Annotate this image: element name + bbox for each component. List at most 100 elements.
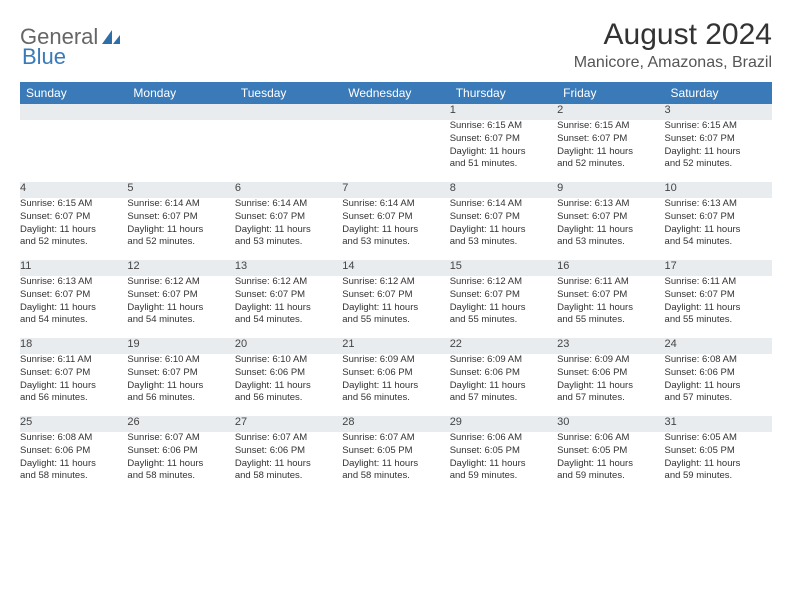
day-number-cell xyxy=(342,104,449,120)
daylight-text: and 52 minutes. xyxy=(665,158,772,171)
day-number-cell: 22 xyxy=(450,338,557,354)
sunset-text: Sunset: 6:07 PM xyxy=(450,289,557,302)
sunset-text: Sunset: 6:07 PM xyxy=(20,367,127,380)
sunrise-text: Sunrise: 6:12 AM xyxy=(127,276,234,289)
sunset-text: Sunset: 6:06 PM xyxy=(235,367,342,380)
location-text: Manicore, Amazonas, Brazil xyxy=(574,54,772,72)
day-number-cell xyxy=(127,104,234,120)
daylight-text: Daylight: 11 hours xyxy=(450,146,557,159)
sunrise-text: Sunrise: 6:07 AM xyxy=(342,432,449,445)
daylight-text: Daylight: 11 hours xyxy=(235,224,342,237)
day-number-cell: 12 xyxy=(127,260,234,276)
header: General August 2024 Manicore, Amazonas, … xyxy=(20,18,772,72)
sunset-text: Sunset: 6:06 PM xyxy=(20,445,127,458)
day-number: 23 xyxy=(557,338,569,350)
day-content-cell: Sunrise: 6:12 AMSunset: 6:07 PMDaylight:… xyxy=(235,276,342,338)
day-content-cell: Sunrise: 6:12 AMSunset: 6:07 PMDaylight:… xyxy=(127,276,234,338)
sunrise-text: Sunrise: 6:06 AM xyxy=(557,432,664,445)
sunset-text: Sunset: 6:05 PM xyxy=(342,445,449,458)
daylight-text: Daylight: 11 hours xyxy=(127,302,234,315)
daylight-text: Daylight: 11 hours xyxy=(20,380,127,393)
sunrise-text: Sunrise: 6:14 AM xyxy=(450,198,557,211)
day-content-cell: Sunrise: 6:10 AMSunset: 6:06 PMDaylight:… xyxy=(235,354,342,416)
sunrise-text: Sunrise: 6:13 AM xyxy=(557,198,664,211)
sunrise-text: Sunrise: 6:12 AM xyxy=(450,276,557,289)
daylight-text: Daylight: 11 hours xyxy=(450,224,557,237)
sunset-text: Sunset: 6:07 PM xyxy=(557,289,664,302)
day-number-cell: 17 xyxy=(665,260,772,276)
day-content-cell: Sunrise: 6:07 AMSunset: 6:06 PMDaylight:… xyxy=(235,432,342,494)
day-content-cell: Sunrise: 6:14 AMSunset: 6:07 PMDaylight:… xyxy=(235,198,342,260)
day-number: 1 xyxy=(450,104,456,116)
day-number: 22 xyxy=(450,338,462,350)
daylight-text: Daylight: 11 hours xyxy=(557,224,664,237)
daylight-text: and 55 minutes. xyxy=(557,314,664,327)
day-number-cell: 7 xyxy=(342,182,449,198)
day-content-cell: Sunrise: 6:07 AMSunset: 6:05 PMDaylight:… xyxy=(342,432,449,494)
daylight-text: and 58 minutes. xyxy=(235,470,342,483)
day-number: 6 xyxy=(235,182,241,194)
day-number-cell: 8 xyxy=(450,182,557,198)
sunset-text: Sunset: 6:07 PM xyxy=(342,289,449,302)
day-content-cell: Sunrise: 6:08 AMSunset: 6:06 PMDaylight:… xyxy=(665,354,772,416)
daylight-text: and 55 minutes. xyxy=(342,314,449,327)
day-content-cell xyxy=(342,120,449,182)
content-row: Sunrise: 6:08 AMSunset: 6:06 PMDaylight:… xyxy=(20,432,772,494)
day-number: 7 xyxy=(342,182,348,194)
day-content-cell: Sunrise: 6:15 AMSunset: 6:07 PMDaylight:… xyxy=(557,120,664,182)
day-content-cell: Sunrise: 6:11 AMSunset: 6:07 PMDaylight:… xyxy=(557,276,664,338)
day-number: 8 xyxy=(450,182,456,194)
day-number-cell: 30 xyxy=(557,416,664,432)
day-number-cell: 10 xyxy=(665,182,772,198)
logo-text-blue: Blue xyxy=(22,44,66,70)
day-content-cell: Sunrise: 6:05 AMSunset: 6:05 PMDaylight:… xyxy=(665,432,772,494)
day-number-cell: 28 xyxy=(342,416,449,432)
day-number-cell xyxy=(235,104,342,120)
sunset-text: Sunset: 6:05 PM xyxy=(665,445,772,458)
day-number: 16 xyxy=(557,260,569,272)
weekday-header: Tuesday xyxy=(235,82,342,104)
day-number-cell: 11 xyxy=(20,260,127,276)
sunset-text: Sunset: 6:06 PM xyxy=(342,367,449,380)
day-number-cell: 2 xyxy=(557,104,664,120)
sunrise-text: Sunrise: 6:15 AM xyxy=(557,120,664,133)
content-row: Sunrise: 6:15 AMSunset: 6:07 PMDaylight:… xyxy=(20,120,772,182)
daynum-row: 123 xyxy=(20,104,772,120)
daylight-text: and 52 minutes. xyxy=(557,158,664,171)
day-number: 17 xyxy=(665,260,677,272)
sunset-text: Sunset: 6:07 PM xyxy=(342,211,449,224)
sunset-text: Sunset: 6:07 PM xyxy=(127,367,234,380)
day-content-cell: Sunrise: 6:10 AMSunset: 6:07 PMDaylight:… xyxy=(127,354,234,416)
sunset-text: Sunset: 6:06 PM xyxy=(557,367,664,380)
sunrise-text: Sunrise: 6:09 AM xyxy=(342,354,449,367)
day-content-cell: Sunrise: 6:13 AMSunset: 6:07 PMDaylight:… xyxy=(20,276,127,338)
day-number: 30 xyxy=(557,416,569,428)
sunrise-text: Sunrise: 6:14 AM xyxy=(235,198,342,211)
day-content-cell: Sunrise: 6:07 AMSunset: 6:06 PMDaylight:… xyxy=(127,432,234,494)
day-content-cell: Sunrise: 6:13 AMSunset: 6:07 PMDaylight:… xyxy=(665,198,772,260)
daylight-text: Daylight: 11 hours xyxy=(557,302,664,315)
sunrise-text: Sunrise: 6:10 AM xyxy=(127,354,234,367)
daynum-row: 25262728293031 xyxy=(20,416,772,432)
daynum-row: 18192021222324 xyxy=(20,338,772,354)
daylight-text: Daylight: 11 hours xyxy=(557,380,664,393)
weekday-header: Wednesday xyxy=(342,82,449,104)
day-number: 26 xyxy=(127,416,139,428)
daylight-text: and 55 minutes. xyxy=(450,314,557,327)
day-number: 13 xyxy=(235,260,247,272)
daylight-text: and 54 minutes. xyxy=(665,236,772,249)
day-number: 2 xyxy=(557,104,563,116)
daylight-text: and 58 minutes. xyxy=(342,470,449,483)
sunrise-text: Sunrise: 6:12 AM xyxy=(235,276,342,289)
day-number: 15 xyxy=(450,260,462,272)
weekday-header-row: Sunday Monday Tuesday Wednesday Thursday… xyxy=(20,82,772,104)
day-number-cell: 23 xyxy=(557,338,664,354)
day-content-cell: Sunrise: 6:09 AMSunset: 6:06 PMDaylight:… xyxy=(450,354,557,416)
daylight-text: Daylight: 11 hours xyxy=(450,302,557,315)
day-number: 11 xyxy=(20,260,31,272)
daylight-text: Daylight: 11 hours xyxy=(235,458,342,471)
sunset-text: Sunset: 6:07 PM xyxy=(450,133,557,146)
sunrise-text: Sunrise: 6:14 AM xyxy=(127,198,234,211)
sunset-text: Sunset: 6:07 PM xyxy=(665,289,772,302)
sunset-text: Sunset: 6:07 PM xyxy=(450,211,557,224)
